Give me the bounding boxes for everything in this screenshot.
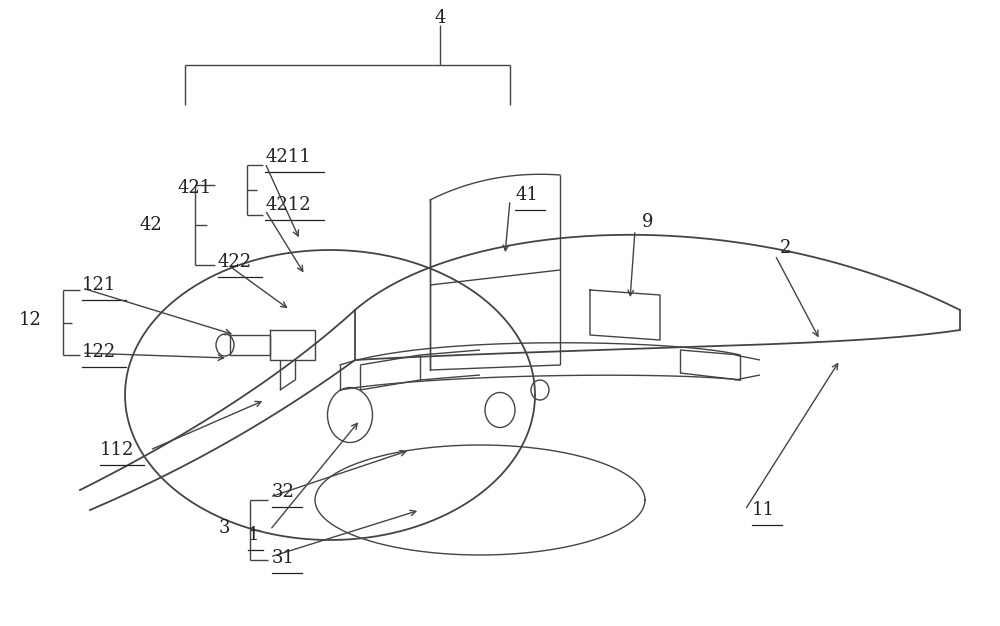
Text: 42: 42 (139, 216, 162, 234)
Text: 121: 121 (82, 276, 116, 294)
Text: 421: 421 (178, 179, 212, 197)
Text: 9: 9 (642, 213, 654, 231)
Text: 4212: 4212 (265, 196, 311, 214)
Text: 2: 2 (780, 239, 791, 257)
Text: 122: 122 (82, 343, 116, 361)
Text: 3: 3 (218, 519, 230, 537)
Text: 12: 12 (19, 311, 42, 329)
Text: 1: 1 (248, 526, 260, 544)
Text: 4211: 4211 (265, 148, 311, 166)
Text: 11: 11 (752, 501, 775, 519)
Text: 422: 422 (218, 253, 252, 271)
Text: 31: 31 (272, 549, 295, 567)
Text: 32: 32 (272, 483, 295, 501)
Text: 4: 4 (434, 9, 446, 27)
Text: 112: 112 (100, 441, 134, 459)
Text: 41: 41 (515, 186, 538, 204)
